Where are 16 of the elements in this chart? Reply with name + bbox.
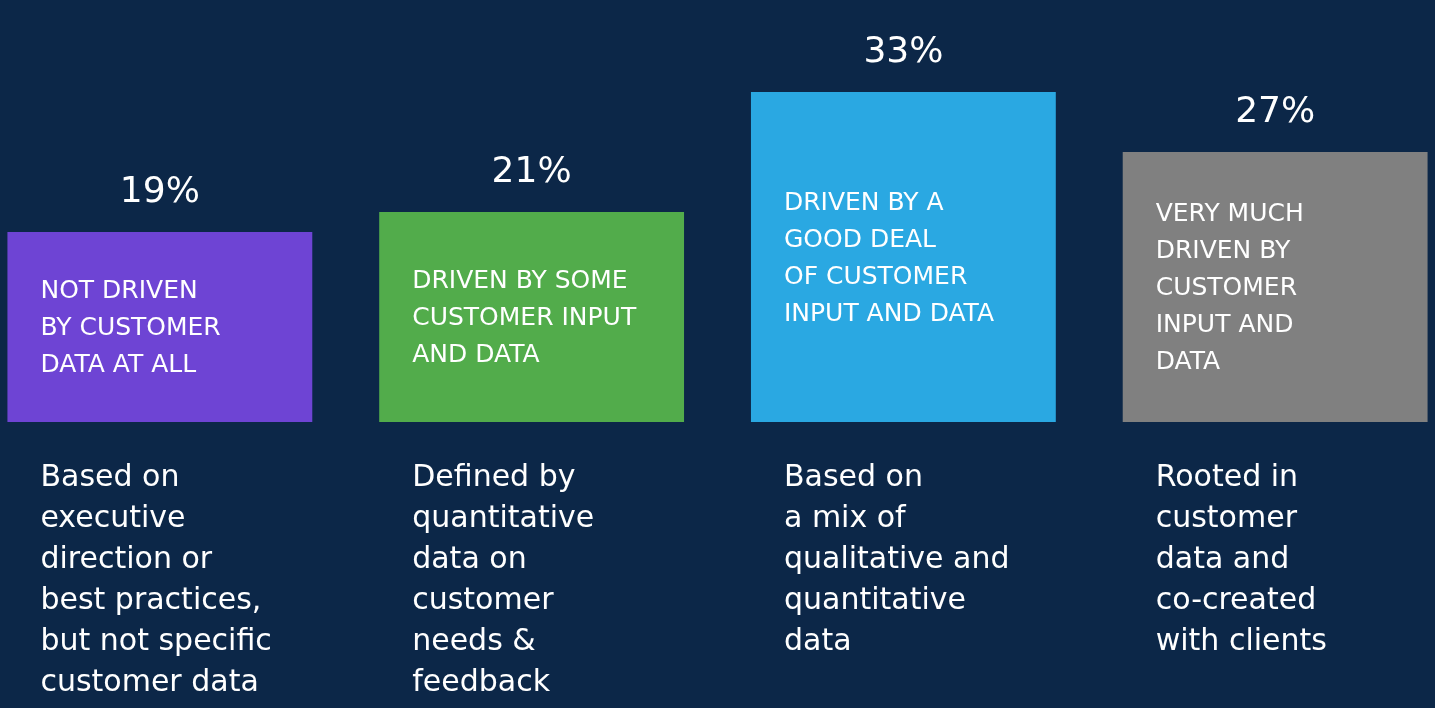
text: Based on executive direction or best practices, but not specific customer data [40, 458, 272, 698]
x-tick-label: NOT DRIVEN BY CUSTOMER DATA AT ALL [40, 275, 221, 378]
x-tick-label: DRIVEN BY SOME CUSTOMER INPUT AND DATA [412, 265, 637, 368]
data-label: 27% [1235, 89, 1316, 130]
bar [1122, 152, 1428, 422]
x-tick-label: VERY MUCH DRIVEN BY CUSTOMER INPUT AND DATA [1155, 198, 1304, 375]
data-label: 33% [863, 29, 944, 70]
bar [7, 232, 313, 422]
bar [379, 212, 685, 422]
text: Defined by quantitative data on customer needs & feedback [412, 458, 595, 698]
text: Based on a mix of qualitative and quantitative data [783, 458, 1010, 657]
data-label: 19% [119, 169, 200, 210]
bar [750, 92, 1056, 422]
text: Rooted in customer data and co-created with clients [1155, 458, 1327, 657]
data-label: 21% [491, 149, 572, 190]
x-tick-label: DRIVEN BY A GOOD DEAL OF CUSTOMER INPUT AND DATA [783, 186, 995, 327]
